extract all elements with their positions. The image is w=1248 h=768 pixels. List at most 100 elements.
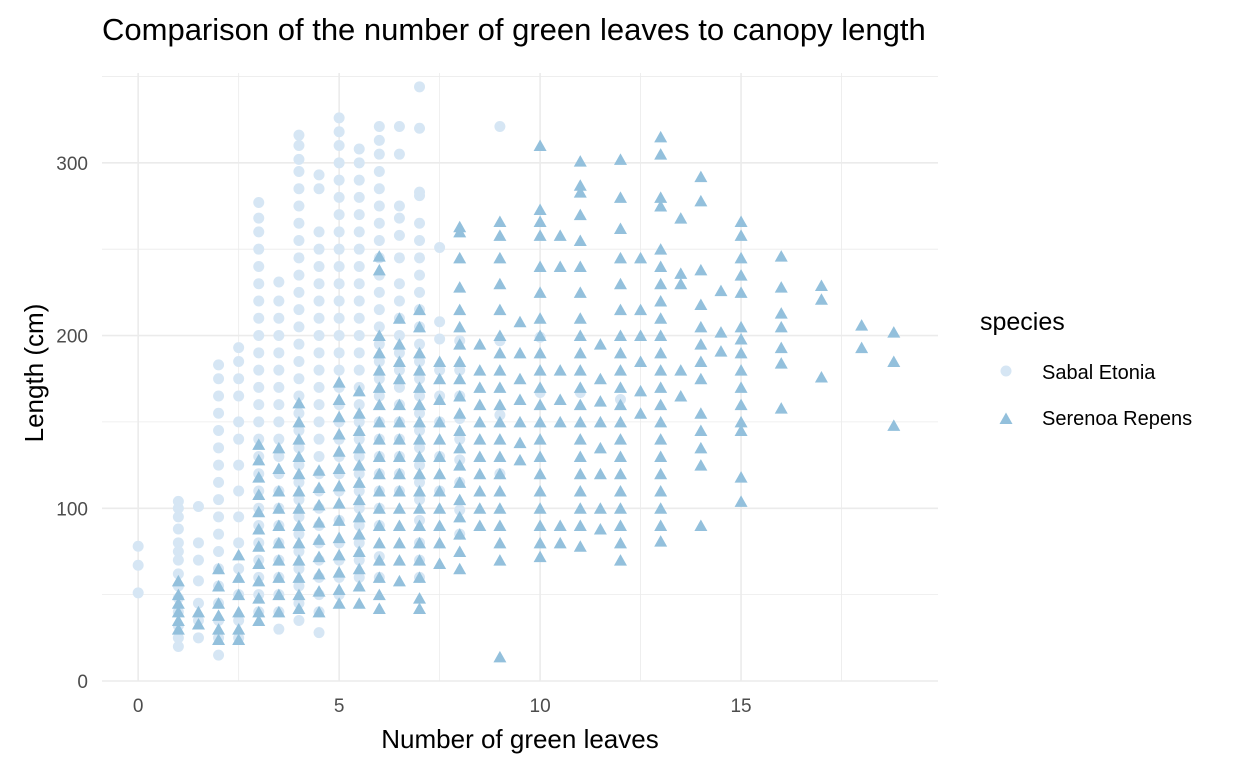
serenoa-point [493,381,507,393]
sabal-point [333,347,345,359]
serenoa-point [553,415,567,428]
x-tick-label: 15 [730,696,751,717]
serenoa-point [252,592,266,604]
serenoa-point [272,441,286,454]
serenoa-point [734,495,748,507]
serenoa-point [453,390,467,402]
serenoa-point [613,398,627,411]
sabal-point [253,243,265,255]
serenoa-point [613,450,627,462]
serenoa-point [493,215,507,228]
serenoa-point [533,312,547,324]
sabal-point [233,459,245,471]
sabal-point [213,442,225,454]
serenoa-point [654,381,668,393]
serenoa-point [493,346,507,359]
serenoa-point [734,320,748,333]
serenoa-point [493,536,507,549]
serenoa-point [634,303,648,316]
sabal-point [233,485,245,497]
serenoa-point [553,364,567,376]
sabal-point [494,409,506,421]
serenoa-point [694,424,708,437]
sabal-point [393,381,405,393]
sabal-point [293,252,305,264]
x-axis-label: Number of green leaves [381,724,658,754]
sabal-point [192,575,204,587]
sabal-point [293,338,305,350]
sabal-point [353,468,365,480]
serenoa-point [413,381,427,393]
sabal-point [293,545,305,557]
serenoa-point [413,502,427,514]
serenoa-point [453,407,467,419]
serenoa-point [613,346,627,359]
serenoa-point [734,381,748,393]
serenoa-point [413,592,427,604]
sabal-point [293,183,305,195]
serenoa-point [352,476,366,488]
sabal-point [253,364,265,376]
y-tick-label: 200 [56,327,88,348]
serenoa-point [252,540,266,552]
sabal-point [353,143,365,155]
serenoa-point [734,229,748,241]
serenoa-point [292,536,306,549]
serenoa-point [774,341,788,354]
serenoa-point [171,605,185,618]
sabal-point [293,165,305,177]
serenoa-point [493,415,507,428]
sabal-point [313,312,325,324]
sabal-point [373,134,385,146]
serenoa-point [413,571,427,583]
serenoa-point [453,510,467,523]
sabal-point [273,295,285,307]
serenoa-point [392,372,406,385]
serenoa-point [774,357,788,369]
sabal-point [253,260,265,272]
sabal-point [494,121,506,133]
sabal-point [233,511,245,523]
serenoa-point [473,381,487,393]
sabal-point [353,174,365,186]
sabal-point [233,342,245,354]
serenoa-point [171,623,185,635]
sabal-point [333,226,345,238]
serenoa-point [372,250,386,262]
serenoa-point [352,493,366,506]
sabal-point [192,501,204,513]
serenoa-point [887,355,901,367]
serenoa-point [413,320,427,333]
serenoa-point [533,536,547,549]
serenoa-point [372,554,386,566]
sabal-point [414,442,426,454]
serenoa-point [694,338,708,350]
sabal-point [192,537,204,549]
sabal-point [213,494,225,506]
sabal-point [333,312,345,324]
serenoa-point [191,605,205,618]
serenoa-point [252,523,266,535]
sabal-point [253,312,265,324]
sabal-point [132,559,144,571]
serenoa-point [433,485,447,497]
serenoa-point [473,338,487,350]
sabal-point [313,295,325,307]
sabal-point [253,278,265,290]
serenoa-point [654,295,668,307]
sabal-point [434,316,446,328]
sabal-point [353,450,365,462]
serenoa-point [613,303,627,316]
serenoa-point [654,191,668,203]
serenoa-point [292,396,306,409]
serenoa-point [734,251,748,264]
sabal-point [213,649,225,661]
sabal-point [273,399,285,411]
serenoa-point [533,346,547,359]
sabal-point [353,485,365,497]
serenoa-point [674,277,688,290]
sabal-point [192,597,204,609]
sabal-point [213,407,225,419]
sabal-point [393,212,405,224]
serenoa-point [513,436,527,449]
